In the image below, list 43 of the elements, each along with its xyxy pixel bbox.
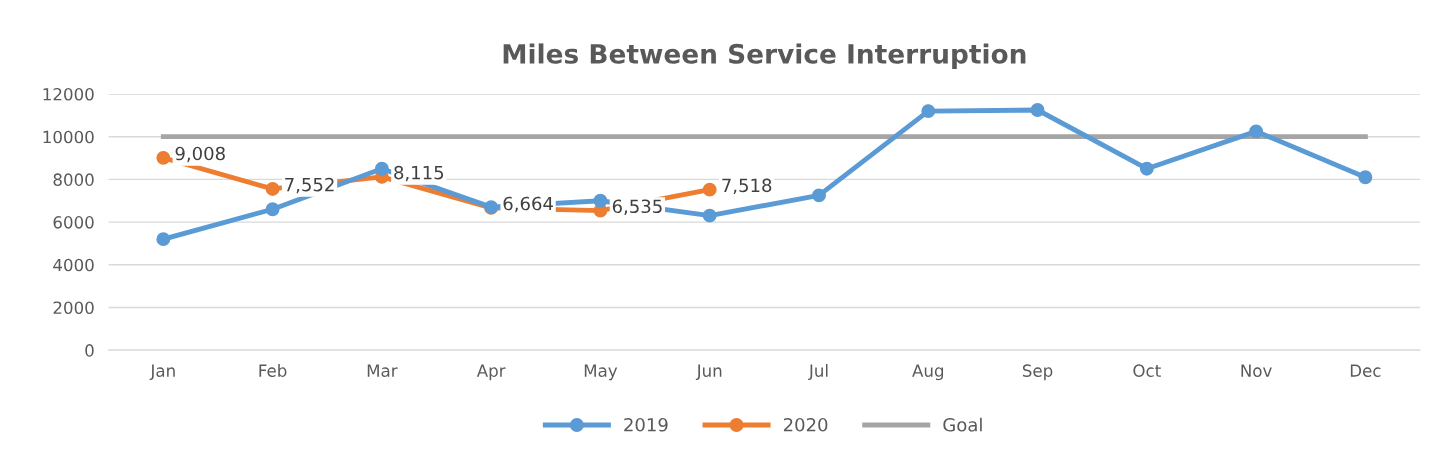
legend-label: 2019 [624,417,668,432]
x-tick-label: May [584,364,618,381]
y-tick-label: 2000 [53,301,94,315]
point [265,202,280,217]
x-tick-label: Feb [259,364,287,377]
point [156,150,171,165]
data-label: 9,008 [175,146,225,163]
x-tick-label: Jan [149,364,175,381]
point [1030,103,1045,117]
x-tick-label: Jun [695,364,722,381]
y-tick-label: 8000 [53,173,94,186]
y-tick-label: 10000 [43,130,94,144]
point [812,188,826,203]
y-tick-label: 0 [85,344,94,357]
point [1358,170,1373,185]
data-label: 8,115 [394,165,444,182]
x-tick-label: Sep [1022,364,1053,381]
x-tick-label: Dec [1350,364,1381,377]
legend-label: Goal [943,417,982,432]
y-tick-label: 12000 [43,87,94,101]
point [921,104,936,119]
point [265,182,280,196]
data-label: 7,552 [285,177,334,194]
data-label: 7,518 [722,178,772,194]
point [593,193,608,208]
point [1139,161,1154,176]
point [702,208,717,223]
point [156,232,171,247]
x-tick-label: Oct [1133,364,1161,377]
chart-title: Miles Between Service Interruption [503,43,1026,69]
data-label: 6,535 [612,199,662,215]
x-tick-label: Jul [808,364,828,381]
x-tick-label: Apr [476,364,506,381]
data-label: 6,664 [503,196,553,213]
x-tick-label: Nov [1241,364,1272,377]
x-tick-label: Aug [912,364,944,381]
point [374,161,389,176]
x-tick-label: Mar [367,364,398,377]
point [702,182,717,197]
legend-label: 2020 [783,417,828,432]
point [1249,124,1264,139]
y-tick-label: 6000 [53,216,94,229]
y-tick-label: 4000 [53,258,94,272]
